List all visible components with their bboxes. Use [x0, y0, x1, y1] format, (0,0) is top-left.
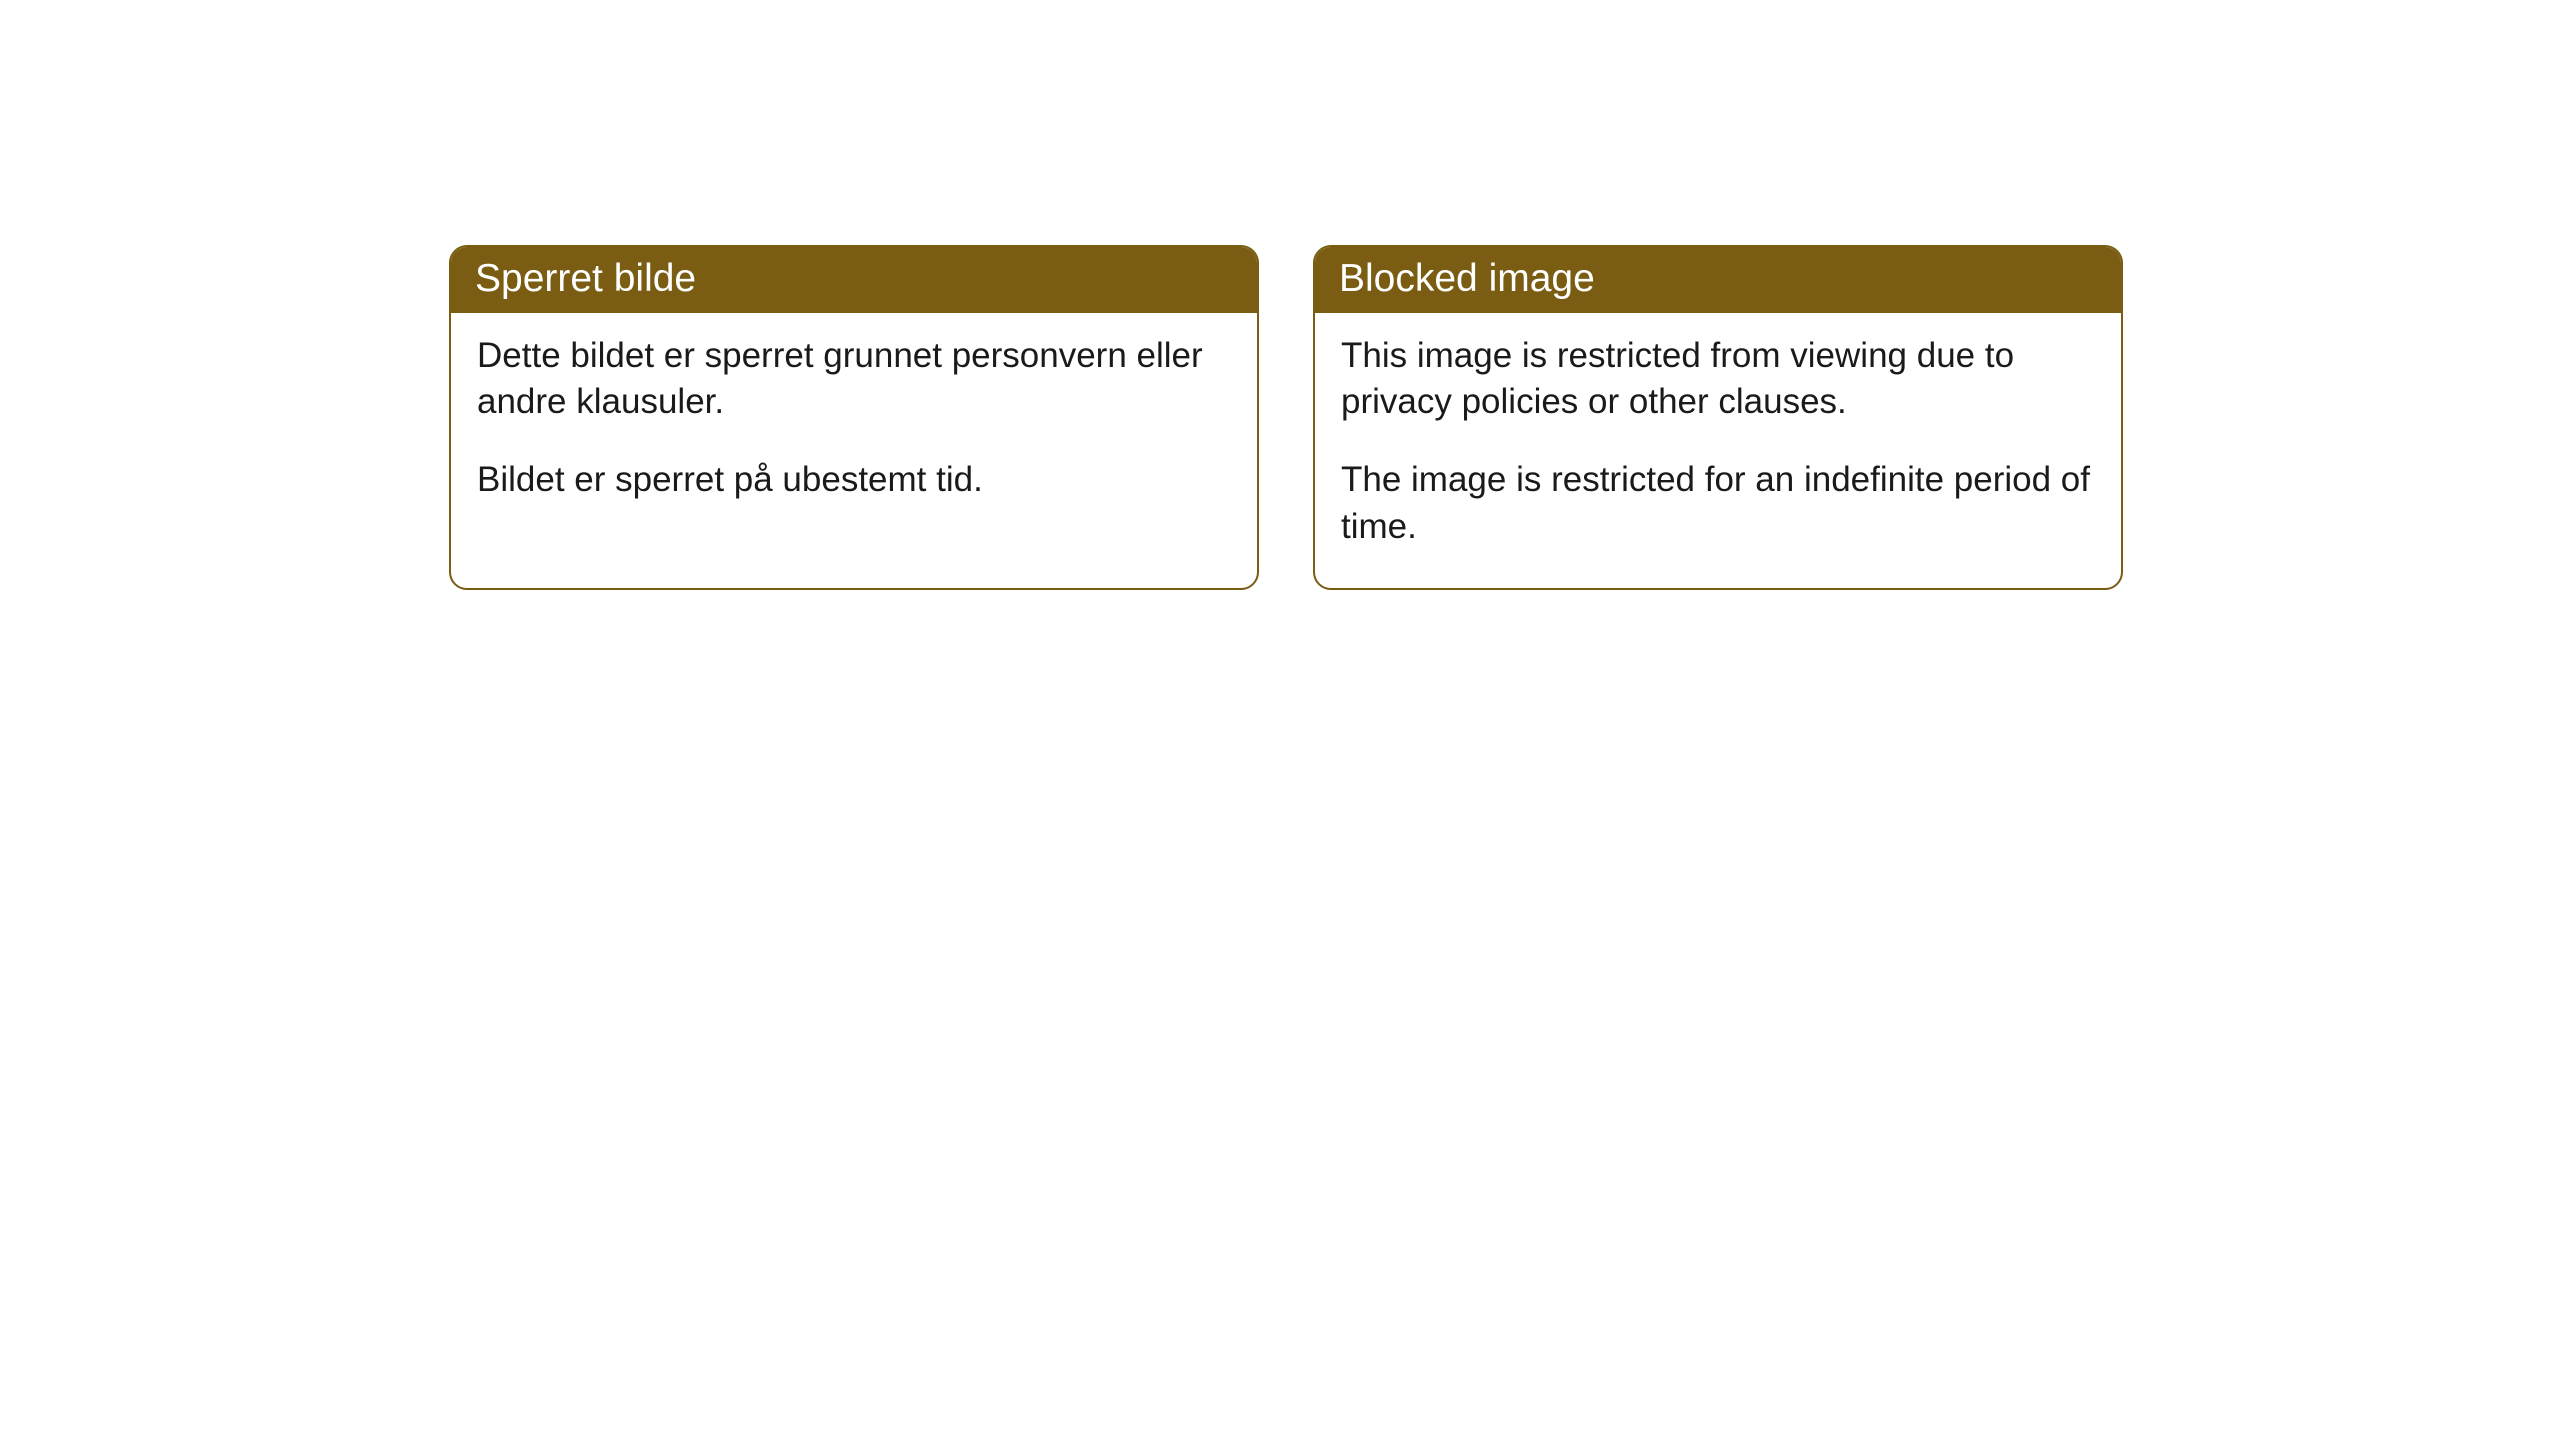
- notice-paragraph-1-norwegian: Dette bildet er sperret grunnet personve…: [477, 333, 1231, 425]
- notice-body-norwegian: Dette bildet er sperret grunnet personve…: [451, 313, 1257, 542]
- notice-paragraph-1-english: This image is restricted from viewing du…: [1341, 333, 2095, 425]
- notice-card-norwegian: Sperret bilde Dette bildet er sperret gr…: [449, 245, 1259, 590]
- notice-body-english: This image is restricted from viewing du…: [1315, 313, 2121, 588]
- notice-card-english: Blocked image This image is restricted f…: [1313, 245, 2123, 590]
- notice-paragraph-2-english: The image is restricted for an indefinit…: [1341, 457, 2095, 549]
- notice-container: Sperret bilde Dette bildet er sperret gr…: [0, 0, 2560, 590]
- notice-header-norwegian: Sperret bilde: [451, 247, 1257, 313]
- notice-header-english: Blocked image: [1315, 247, 2121, 313]
- notice-paragraph-2-norwegian: Bildet er sperret på ubestemt tid.: [477, 457, 1231, 503]
